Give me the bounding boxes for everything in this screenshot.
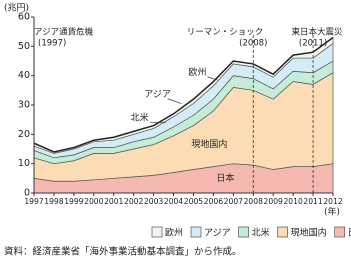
x-tick-label: 2004 [164, 197, 183, 206]
series-label: 現地国内 [191, 138, 227, 150]
series-label: 欧州 [188, 66, 206, 78]
x-tick-label: 1998 [44, 197, 63, 206]
x-tick-label: 2002 [124, 197, 143, 206]
total-line [33, 36, 334, 153]
y-tick-label: 10 [18, 158, 30, 169]
legend-swatch [238, 226, 250, 238]
legend-label: 北米 [252, 227, 270, 239]
source: 資料：経済産業省「海外事業活動基本調査」から作成。 [4, 246, 242, 258]
leader-line [167, 98, 182, 104]
x-tick-label: 2012 [323, 197, 342, 206]
series-label: 日本 [216, 172, 234, 184]
x-tick-label: 2001 [104, 197, 123, 206]
x-tick-label: 1997 [24, 197, 43, 206]
event-label: アジア通貨危機 [34, 27, 94, 38]
y-tick-label: 0 [24, 188, 30, 199]
legend-swatch [151, 226, 163, 238]
x-tick-label: 2000 [84, 197, 103, 206]
event-year: (1997) [38, 39, 66, 49]
event-year: (2011) [299, 39, 327, 49]
x-tick-label: 1999 [64, 197, 83, 206]
y-tick-label: 60 [18, 12, 30, 23]
x-tick-label: 2008 [244, 197, 263, 206]
x-tick-label: 2007 [224, 197, 243, 206]
legend-swatch [190, 226, 202, 238]
legend-swatch [334, 226, 346, 238]
y-tick-label: 50 [18, 41, 30, 52]
x-tick-label: 2011 [303, 197, 322, 206]
x-tick-label: 2006 [204, 197, 223, 206]
series-label: 北米 [131, 112, 149, 124]
legend-label: アジア [204, 229, 231, 239]
series-label: アジア [144, 90, 171, 100]
event-year: (2008) [239, 39, 267, 49]
x-tick-label: 2005 [184, 197, 203, 206]
legend-label: 日本 [348, 227, 351, 239]
event-label: 東日本大震災 [292, 27, 344, 38]
x-tick-label: 2009 [264, 197, 283, 206]
legend-swatch [277, 226, 289, 238]
event-label: リーマン・ショック [187, 28, 264, 38]
y-tick-label: 20 [18, 129, 30, 140]
leader-line [207, 76, 218, 81]
y-unit: (兆円) [4, 3, 29, 14]
y-tick-label: 40 [18, 70, 30, 81]
legend-label: 欧州 [165, 227, 183, 239]
y-tick-label: 30 [18, 100, 30, 111]
legend-label: 現地国内 [291, 227, 327, 239]
x-tick-label: 2003 [144, 197, 163, 206]
x-tick-label: 2010 [283, 197, 302, 206]
x-unit: (年) [324, 206, 340, 218]
